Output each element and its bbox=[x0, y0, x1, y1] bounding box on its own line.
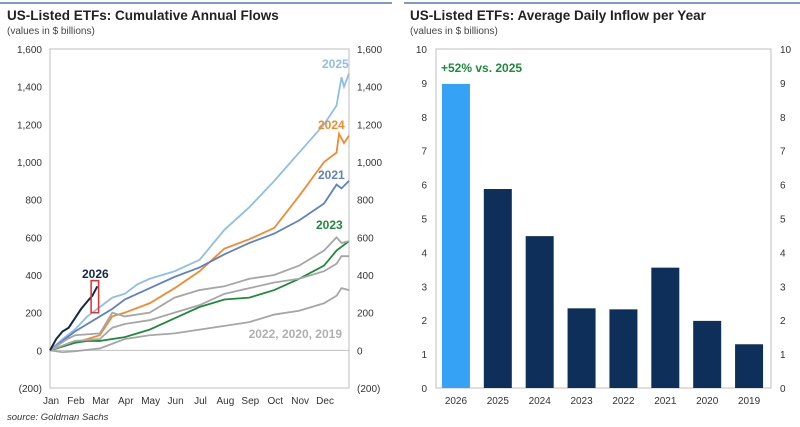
y-tick-left: 2 bbox=[421, 316, 427, 327]
y-tick-left: 9 bbox=[421, 79, 427, 90]
x-tick-2025: 2025 bbox=[487, 396, 510, 407]
series-line-2021 bbox=[49, 180, 350, 352]
y-tick-left: 600 bbox=[25, 233, 42, 244]
plot-frame bbox=[435, 48, 772, 389]
y-tick-left: (200) bbox=[19, 384, 42, 395]
left-chart-title: US-Listed ETFs: Cumulative Annual Flows bbox=[7, 8, 279, 23]
y-tick-right: (200) bbox=[357, 384, 380, 395]
bar-2019 bbox=[735, 344, 764, 388]
y-tick-left: 1,200 bbox=[17, 120, 42, 131]
x-tick-2021: 2021 bbox=[654, 396, 677, 407]
y-tick-right: 5 bbox=[780, 215, 786, 226]
y-tick-right: 8 bbox=[780, 113, 786, 124]
x-tick-2024: 2024 bbox=[529, 396, 552, 407]
y-tick-left: 1,400 bbox=[17, 83, 42, 94]
bar-2026 bbox=[441, 83, 470, 389]
series-line-2025 bbox=[49, 73, 350, 351]
series-line-2019 bbox=[49, 287, 350, 354]
y-tick-right: 3 bbox=[780, 282, 786, 293]
y-tick-right: 600 bbox=[357, 233, 374, 244]
series-line-2024 bbox=[49, 130, 350, 352]
y-tick-left: 8 bbox=[421, 113, 427, 124]
y-tick-right: 9 bbox=[780, 79, 786, 90]
y-tick-left: 1,000 bbox=[17, 158, 42, 169]
bar-chart: 0 0 1 1 2 2 3 3 4 4 5 5 6 6 7 7 8 8 9 9 10 10 2026 2025 2024 2023… bbox=[416, 45, 792, 407]
x-tick-apr: Apr bbox=[118, 396, 134, 407]
x-tick-2022: 2022 bbox=[612, 396, 635, 407]
x-tick-sep: Sep bbox=[241, 396, 259, 407]
bar-2022 bbox=[609, 309, 638, 388]
x-tick-jul: Jul bbox=[194, 396, 207, 407]
y-tick-right: 200 bbox=[357, 309, 374, 320]
series-label-2021: 2021 bbox=[318, 168, 345, 182]
y-tick-left: 5 bbox=[421, 215, 427, 226]
y-tick-left: 800 bbox=[25, 196, 42, 207]
source-note: source: Goldman Sachs bbox=[7, 412, 109, 423]
bar-2021 bbox=[651, 267, 680, 388]
y-tick-left: 1,600 bbox=[17, 45, 42, 56]
left-chart-subtitle: (values in $ billions) bbox=[7, 26, 95, 37]
x-tick-2023: 2023 bbox=[570, 396, 593, 407]
y-tick-right: 1,600 bbox=[357, 45, 382, 56]
right-chart-title: US-Listed ETFs: Average Daily Inflow per… bbox=[410, 8, 707, 23]
x-tick-2020: 2020 bbox=[696, 396, 719, 407]
x-tick-nov: Nov bbox=[291, 396, 309, 407]
x-tick-oct: Oct bbox=[267, 396, 283, 407]
grey-series-label: 2022, 2020, 2019 bbox=[249, 327, 343, 341]
y-tick-left: 3 bbox=[421, 282, 427, 293]
y-tick-left: 200 bbox=[25, 309, 42, 320]
growth-annotation: +52% vs. 2025 bbox=[441, 61, 522, 75]
y-tick-right: 400 bbox=[357, 271, 374, 282]
bar-2024 bbox=[525, 236, 554, 388]
x-tick-2026: 2026 bbox=[445, 396, 468, 407]
bar-2023 bbox=[567, 308, 596, 388]
right-chart-subtitle: (values in $ billions) bbox=[410, 26, 498, 37]
y-tick-right: 1,400 bbox=[357, 83, 382, 94]
x-tick-dec: Dec bbox=[316, 396, 334, 407]
y-tick-left: 4 bbox=[421, 248, 427, 259]
series-label-2026: 2026 bbox=[82, 267, 109, 281]
y-tick-right: 7 bbox=[780, 147, 786, 158]
y-tick-left: 0 bbox=[36, 346, 42, 357]
x-tick-may: May bbox=[141, 396, 160, 407]
series-label-2025: 2025 bbox=[322, 57, 349, 71]
line-chart: (200) (200) 0 0 200 200 400 400 600 600 800 800 1,00… bbox=[17, 45, 382, 407]
x-tick-jan: Jan bbox=[43, 396, 59, 407]
y-tick-left: 0 bbox=[421, 384, 427, 395]
y-tick-left: 10 bbox=[416, 45, 428, 56]
y-tick-right: 4 bbox=[780, 248, 786, 259]
x-tick-mar: Mar bbox=[92, 396, 110, 407]
x-tick-2019: 2019 bbox=[738, 396, 761, 407]
y-tick-right: 1 bbox=[780, 350, 786, 361]
y-tick-right: 0 bbox=[357, 346, 363, 357]
highlight-box bbox=[90, 279, 100, 314]
bar-2025 bbox=[483, 189, 512, 388]
y-tick-right: 0 bbox=[780, 384, 786, 395]
y-tick-right: 6 bbox=[780, 181, 786, 192]
x-tick-aug: Aug bbox=[217, 396, 235, 407]
plot-frame bbox=[49, 48, 350, 389]
y-tick-left: 1 bbox=[421, 350, 427, 361]
x-tick-feb: Feb bbox=[67, 396, 85, 407]
y-tick-left: 7 bbox=[421, 147, 427, 158]
series-line-2022 bbox=[49, 235, 350, 352]
series-line-2020 bbox=[49, 255, 349, 352]
y-tick-right: 800 bbox=[357, 196, 374, 207]
x-tick-jun: Jun bbox=[168, 396, 184, 407]
y-tick-right: 1,200 bbox=[357, 120, 382, 131]
y-tick-right: 2 bbox=[780, 316, 786, 327]
series-line-2023 bbox=[49, 240, 350, 352]
series-label-2023: 2023 bbox=[316, 218, 343, 232]
y-tick-left: 6 bbox=[421, 181, 427, 192]
y-tick-right: 1,000 bbox=[357, 158, 382, 169]
bar-2020 bbox=[693, 320, 722, 388]
y-tick-left: 400 bbox=[25, 271, 42, 282]
y-tick-right: 10 bbox=[780, 45, 792, 56]
series-label-2024: 2024 bbox=[318, 118, 345, 132]
